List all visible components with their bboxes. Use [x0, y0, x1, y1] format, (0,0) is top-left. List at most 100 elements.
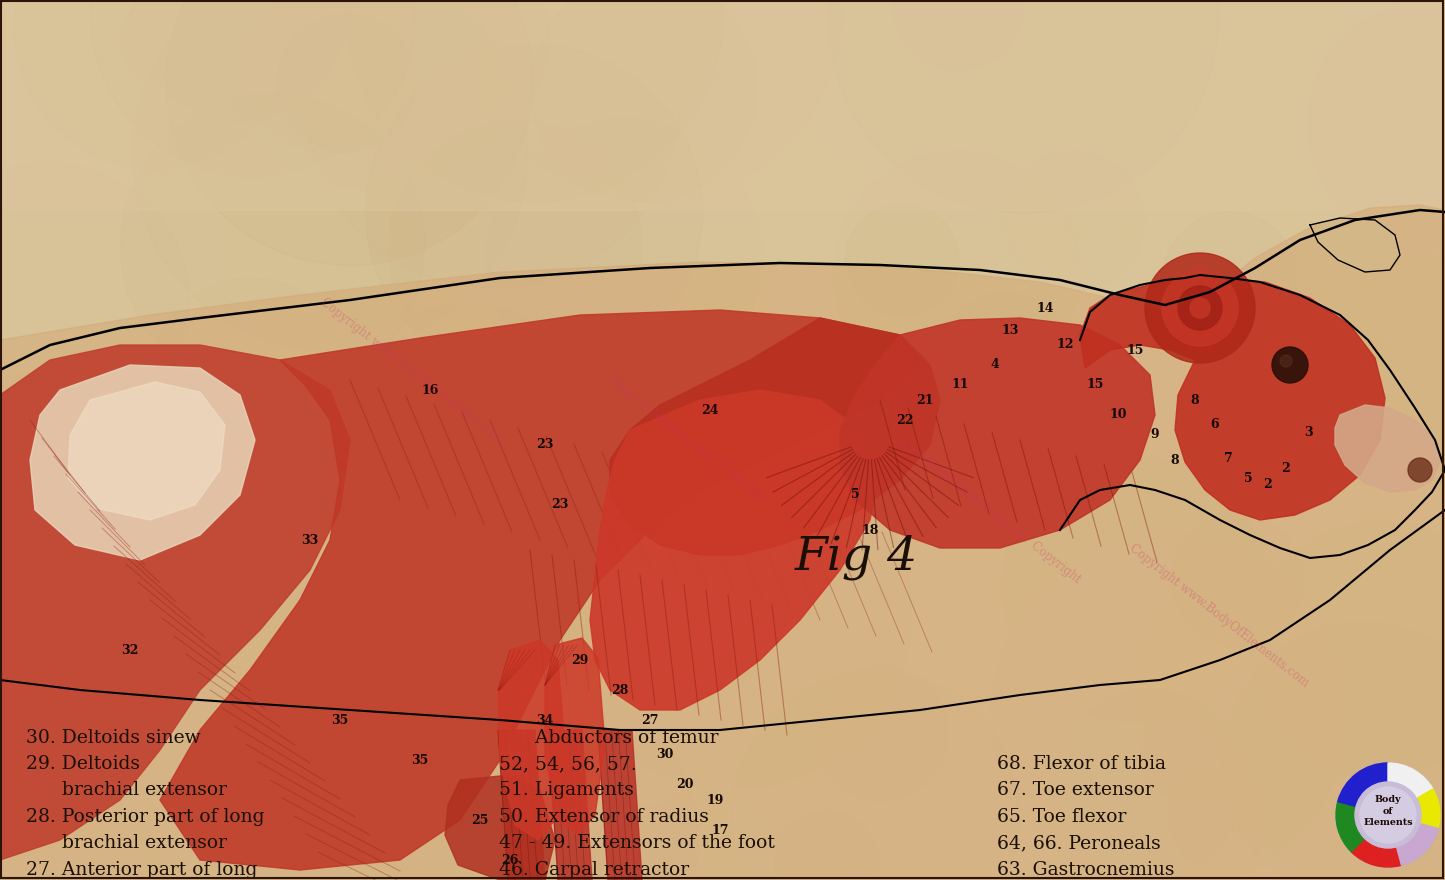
Bar: [0, 0, 1445, 210]
Circle shape: [290, 0, 590, 236]
Text: 26: 26: [501, 854, 519, 867]
Circle shape: [1360, 787, 1416, 843]
Circle shape: [345, 380, 530, 565]
Circle shape: [484, 165, 772, 451]
Text: 52, 54, 56, 57.: 52, 54, 56, 57.: [499, 755, 636, 773]
Text: 16: 16: [422, 384, 439, 397]
Circle shape: [1355, 782, 1420, 848]
Circle shape: [1142, 716, 1222, 798]
Text: 50. Extensor of radius: 50. Extensor of radius: [499, 808, 708, 825]
Text: 19: 19: [707, 794, 724, 806]
Circle shape: [809, 757, 918, 865]
Text: 21: 21: [916, 393, 933, 407]
Circle shape: [277, 13, 416, 152]
Wedge shape: [1351, 839, 1402, 867]
Wedge shape: [1389, 763, 1433, 798]
Text: 34: 34: [536, 714, 553, 727]
Text: Copyright www.BodyOfElements.com: Copyright www.BodyOfElements.com: [1127, 542, 1311, 690]
Text: 15: 15: [1087, 378, 1104, 392]
Text: 65. Toe flexor: 65. Toe flexor: [997, 808, 1127, 825]
Text: 4: 4: [991, 358, 1000, 371]
Circle shape: [556, 435, 912, 789]
Circle shape: [1139, 544, 1425, 829]
Circle shape: [1222, 621, 1445, 880]
Wedge shape: [1337, 802, 1364, 852]
Text: 24: 24: [701, 404, 718, 416]
Text: 23: 23: [536, 438, 553, 451]
Circle shape: [146, 278, 354, 486]
Text: 8: 8: [1191, 393, 1199, 407]
Text: 46. Carpal retractor: 46. Carpal retractor: [499, 861, 689, 878]
Polygon shape: [30, 365, 254, 560]
Polygon shape: [160, 310, 920, 870]
Polygon shape: [840, 318, 1155, 548]
Circle shape: [1056, 689, 1244, 877]
Circle shape: [0, 629, 158, 854]
Circle shape: [938, 292, 1074, 428]
Text: 11: 11: [951, 378, 968, 392]
Circle shape: [893, 0, 1025, 70]
Circle shape: [579, 807, 717, 880]
Circle shape: [0, 162, 189, 445]
Polygon shape: [1311, 218, 1400, 272]
Circle shape: [1308, 0, 1445, 246]
Circle shape: [851, 241, 951, 341]
Text: 9: 9: [1150, 429, 1159, 442]
Polygon shape: [598, 730, 642, 880]
Circle shape: [131, 0, 347, 121]
Text: 25: 25: [471, 813, 488, 826]
Text: 12: 12: [1056, 339, 1074, 351]
Text: 8: 8: [1170, 453, 1179, 466]
Circle shape: [1144, 253, 1256, 363]
Circle shape: [1163, 212, 1298, 346]
Circle shape: [1169, 767, 1272, 869]
Circle shape: [1238, 187, 1324, 272]
Circle shape: [1072, 0, 1380, 274]
Polygon shape: [545, 638, 605, 835]
Wedge shape: [1338, 763, 1389, 806]
Wedge shape: [1416, 789, 1441, 828]
Polygon shape: [445, 775, 555, 880]
Circle shape: [695, 474, 790, 568]
Text: www.BodyOfElements.com  Copyright: www.BodyOfElements.com Copyright: [896, 436, 1084, 585]
Text: 68. Flexor of tibia: 68. Flexor of tibia: [997, 755, 1166, 773]
Text: Body
of
Elements: Body of Elements: [1363, 796, 1413, 826]
Circle shape: [0, 481, 78, 624]
Wedge shape: [1396, 824, 1438, 865]
Circle shape: [12, 466, 335, 789]
Polygon shape: [548, 730, 592, 880]
Circle shape: [121, 0, 214, 87]
Circle shape: [868, 0, 1142, 260]
Polygon shape: [610, 318, 941, 555]
Text: 28: 28: [611, 684, 629, 696]
Text: 30. Deltoids sinew: 30. Deltoids sinew: [26, 729, 201, 746]
Circle shape: [197, 551, 367, 721]
Circle shape: [1407, 458, 1432, 482]
Circle shape: [1337, 763, 1441, 867]
Text: BodyOfElements.com  Copyright: BodyOfElements.com Copyright: [607, 375, 769, 505]
Circle shape: [1280, 355, 1292, 367]
Circle shape: [91, 0, 416, 177]
Circle shape: [324, 356, 566, 599]
Circle shape: [14, 0, 298, 170]
Polygon shape: [1335, 405, 1441, 492]
Text: 47 - 49. Extensors of the foot: 47 - 49. Extensors of the foot: [499, 834, 775, 852]
Circle shape: [1178, 286, 1222, 330]
Circle shape: [133, 0, 527, 351]
Circle shape: [861, 417, 970, 526]
Text: 17: 17: [711, 824, 728, 837]
Text: 51. Ligaments: 51. Ligaments: [499, 781, 633, 799]
Text: 10: 10: [1110, 408, 1127, 422]
Text: 13: 13: [1001, 324, 1019, 336]
Circle shape: [259, 495, 366, 602]
Text: 33: 33: [302, 533, 319, 546]
Circle shape: [327, 513, 614, 801]
Circle shape: [845, 203, 959, 317]
Text: 22: 22: [896, 414, 913, 427]
Circle shape: [1172, 514, 1303, 646]
Polygon shape: [499, 640, 565, 840]
Text: 5: 5: [851, 488, 860, 502]
Circle shape: [1230, 583, 1445, 880]
Circle shape: [1237, 227, 1445, 473]
Text: 29. Deltoids: 29. Deltoids: [26, 755, 140, 773]
